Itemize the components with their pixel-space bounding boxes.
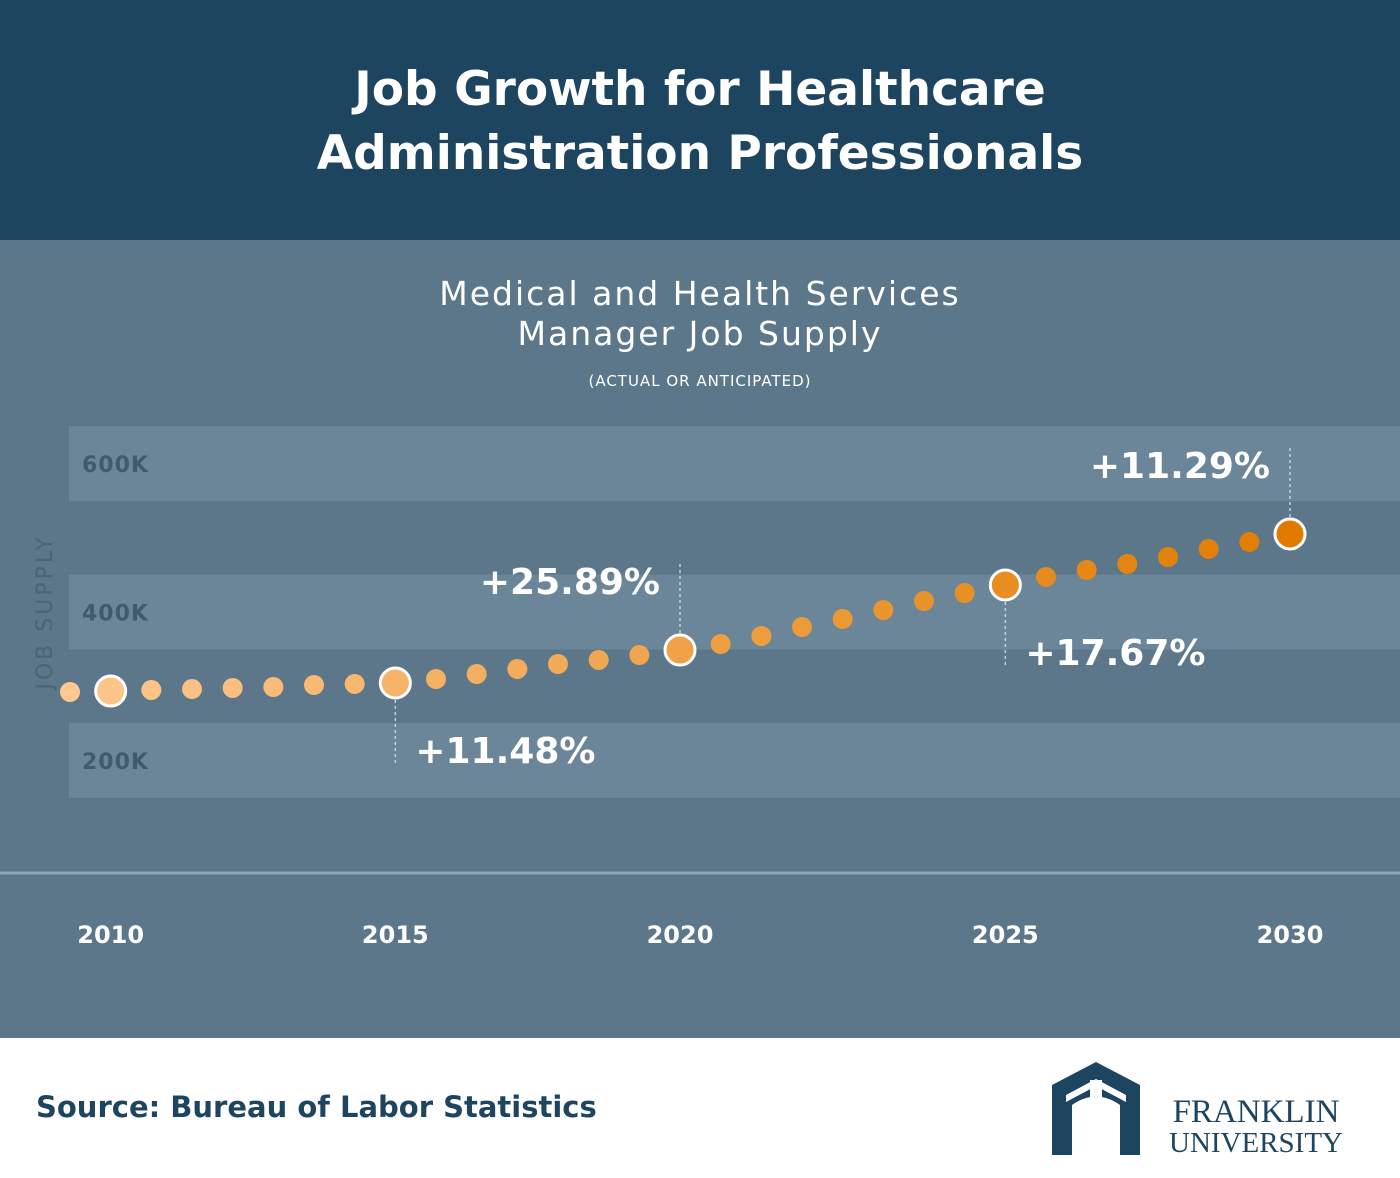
logo: FRANKLIN UNIVERSITY [1052, 1062, 1343, 1159]
logo-line-2: UNIVERSITY [1169, 1127, 1343, 1159]
chart-title: Job Growth for Healthcare Administration… [316, 62, 1084, 181]
point [548, 653, 568, 674]
point [1239, 532, 1260, 553]
marks: 2010 2015 2020 2025 2030 +11.48% +25.89% +17.67… [60, 446, 1323, 949]
point [141, 679, 162, 700]
point [1117, 553, 1138, 574]
point [588, 649, 609, 670]
chart-note: (ACTUAL OR ANTICIPATED) [588, 372, 812, 390]
point [1198, 538, 1219, 559]
point [629, 645, 650, 666]
y-tick-label: 400K [82, 602, 149, 627]
point [954, 583, 975, 604]
subtitle-box: Medical and Health Services Manager Job … [0, 274, 1400, 354]
x-tick-label: 2015 [362, 921, 429, 949]
x-tick-label: 2010 [77, 921, 144, 949]
annotation: +17.67% [1025, 633, 1205, 674]
grid-band [69, 574, 1400, 650]
point [344, 673, 365, 694]
grid: 200K 400K 600K [69, 426, 1400, 798]
x-tick-label: 2030 [1257, 921, 1324, 949]
annotation: +11.29% [1090, 446, 1270, 487]
point [1158, 547, 1178, 568]
point [304, 675, 324, 696]
footer-bg [0, 1038, 1400, 1178]
logo-line-1: FRANKLIN [1173, 1094, 1340, 1130]
key-point [988, 568, 1022, 602]
point [792, 617, 812, 638]
point [1036, 566, 1056, 587]
point [1076, 559, 1097, 580]
point [222, 677, 243, 698]
y-tick-label: 200K [82, 750, 149, 775]
chart-subtitle: Medical and Health Services Manager Job … [439, 274, 961, 353]
key-point [1273, 517, 1307, 551]
point [182, 679, 202, 700]
grid-band [69, 426, 1400, 501]
header-bg [0, 0, 1400, 240]
grid-band [69, 723, 1400, 798]
point [710, 634, 731, 655]
point [914, 591, 934, 612]
annotation: +11.48% [415, 731, 595, 772]
y-axis-label: JOB SUPPLY [33, 534, 58, 691]
point [751, 626, 772, 647]
point [466, 664, 487, 685]
point [873, 600, 894, 621]
key-point [378, 666, 412, 700]
y-tick-label: 600K [82, 453, 149, 478]
point [60, 681, 80, 702]
key-point [663, 633, 697, 667]
key-point [94, 674, 128, 708]
point [426, 668, 446, 689]
point [263, 677, 284, 698]
source: Source: Bureau of Labor Statistics [36, 1090, 597, 1124]
x-tick-label: 2025 [972, 921, 1039, 949]
point [507, 658, 528, 679]
title-box: Job Growth for Healthcare Administration… [0, 58, 1400, 186]
point [832, 608, 853, 629]
x-tick-label: 2020 [647, 921, 714, 949]
annotation: +25.89% [480, 562, 660, 603]
